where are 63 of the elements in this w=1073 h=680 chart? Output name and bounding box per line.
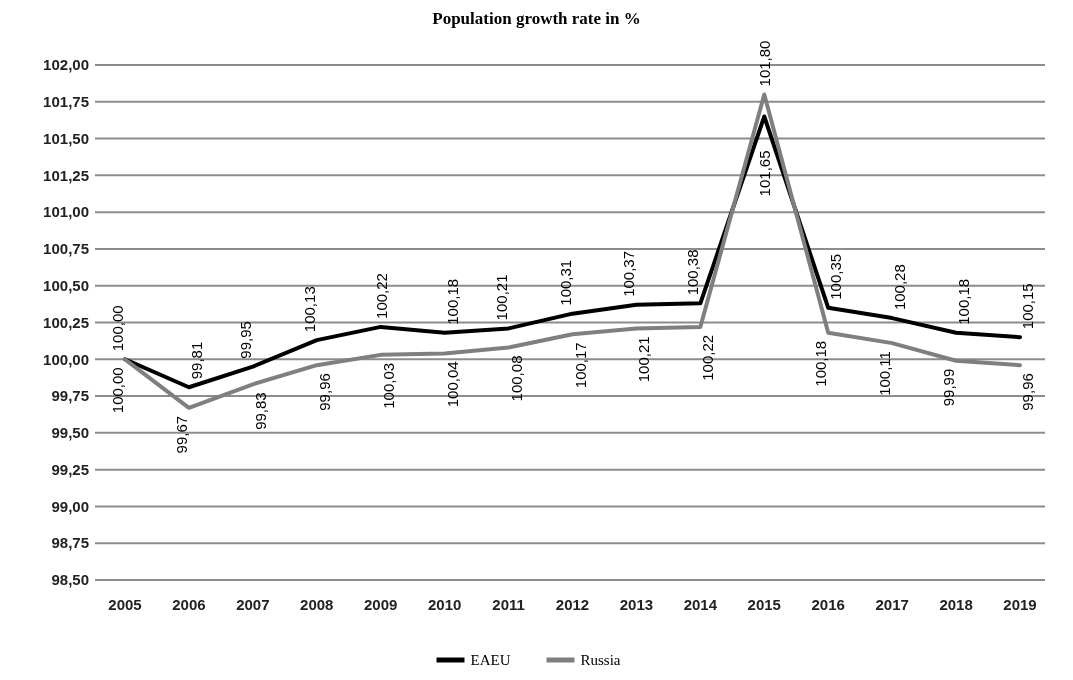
y-tick-label: 98,50 (51, 571, 89, 589)
data-label: 99,67 (172, 415, 190, 454)
data-label: 100,18 (443, 278, 461, 325)
data-label: 100,13 (300, 286, 318, 333)
y-tick-label: 100,00 (43, 350, 89, 368)
y-tick-label: 100,50 (43, 276, 89, 294)
y-tick-label: 100,25 (43, 313, 89, 331)
data-label: 100,17 (571, 342, 589, 389)
data-label: 100,22 (699, 334, 717, 381)
data-label: 100,37 (620, 250, 638, 297)
x-tick-label: 2011 (492, 596, 525, 613)
x-tick-label: 2018 (939, 596, 973, 613)
data-label: 100,21 (635, 336, 653, 383)
data-label: 100,35 (827, 253, 845, 300)
y-tick-label: 101,75 (43, 93, 89, 111)
x-tick-label: 2009 (364, 596, 398, 613)
y-tick-label: 99,00 (51, 497, 89, 515)
x-tick-label: 2019 (1003, 596, 1037, 613)
data-label: 100,28 (891, 264, 909, 311)
data-label: 99,99 (940, 368, 958, 407)
y-tick-label: 102,00 (43, 56, 89, 74)
x-tick-label: 2014 (683, 596, 718, 613)
data-label: 99,95 (236, 321, 254, 359)
y-tick-label: 101,25 (43, 166, 89, 184)
y-tick-label: 99,50 (51, 424, 89, 442)
x-tick-label: 2007 (236, 596, 270, 613)
data-label: 99,81 (187, 341, 205, 380)
x-tick-label: 2013 (619, 596, 654, 613)
x-tick-label: 2006 (172, 596, 206, 613)
y-tick-label: 98,75 (51, 534, 89, 552)
data-label: 99,83 (251, 392, 269, 430)
data-label: 99,96 (315, 373, 333, 411)
x-tick-label: 2012 (555, 596, 590, 613)
x-tick-label: 2015 (747, 596, 781, 613)
data-label: 99,96 (1019, 373, 1036, 411)
data-label: 101,65 (756, 150, 774, 197)
legend-label: EAEU (470, 652, 511, 669)
data-label: 100,04 (443, 361, 461, 408)
data-label: 100,21 (492, 274, 510, 321)
x-tick-label: 2017 (875, 596, 909, 613)
data-label: 100,31 (556, 259, 574, 306)
data-label: 100,00 (109, 305, 126, 352)
data-label: 100,03 (379, 362, 397, 409)
y-tick-label: 101,50 (43, 129, 89, 147)
x-tick-label: 2008 (300, 596, 334, 613)
data-label: 100,18 (812, 340, 830, 387)
y-tick-label: 101,00 (43, 203, 89, 221)
data-label: 100,18 (955, 278, 973, 325)
data-label: 100,11 (876, 351, 894, 396)
data-label: 100,08 (507, 355, 525, 402)
data-label: 100,00 (109, 367, 126, 414)
data-label: 100,22 (372, 273, 390, 319)
y-tick-label: 100,75 (43, 240, 89, 258)
data-label: 100,38 (684, 249, 702, 296)
y-tick-label: 99,75 (51, 387, 89, 405)
x-tick-label: 2010 (427, 596, 462, 613)
x-tick-label: 2016 (811, 596, 845, 613)
data-label: 101,80 (756, 40, 774, 87)
data-label: 100,15 (1019, 283, 1036, 330)
legend-label: Russia (580, 652, 621, 669)
y-tick-label: 99,25 (51, 460, 89, 478)
chart-title: Population growth rate in % (432, 9, 641, 28)
x-tick-label: 2005 (108, 596, 142, 613)
